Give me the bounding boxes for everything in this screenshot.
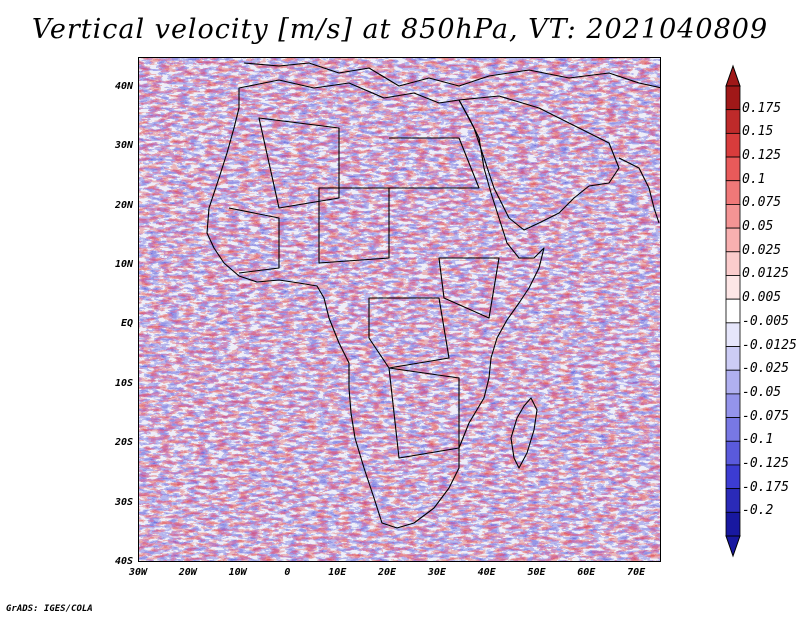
colorbar-swatch [725, 488, 741, 513]
colorbar-tick-label: -0.05 [742, 384, 782, 400]
lon-tick-label: 0 [284, 567, 291, 578]
lat-tick-label: 20N [114, 199, 133, 211]
lat-tick-label: 30S [114, 496, 133, 508]
colorbar-tick-label: -0.005 [742, 313, 789, 329]
colorbar-tick-label: 0.175 [742, 100, 782, 116]
colorbar-swatch [725, 298, 741, 324]
border-2 [258, 117, 340, 209]
border-5 [388, 367, 460, 459]
colorbar-tick-label: 0.125 [742, 148, 782, 164]
arabian-coastline [458, 95, 620, 231]
colorbar-swatch [725, 204, 741, 229]
lon-tick-label: 30E [427, 567, 446, 578]
colorbar-swatch [725, 275, 741, 300]
colorbar-swatch [725, 369, 741, 395]
border-3 [389, 137, 480, 189]
colorbar-swatch [725, 393, 741, 418]
lon-tick-label: 10W [228, 567, 247, 578]
colorbar-swatch [725, 180, 741, 205]
colorbar-swatch [725, 227, 741, 253]
colorbar-legend: 0.175 0.15 0.125 0.1 0.075 0.05 0.025 0.0125 0.0… [718, 60, 800, 560]
map-title: Vertical velocity [m/s] at 850hPa, VT: 2… [31, 14, 769, 45]
border-7 [438, 257, 500, 319]
colorbar-tick-label: 0.075 [742, 195, 782, 211]
colorbar-tick-label: -0.2 [742, 503, 774, 519]
colorbar-top-arrow [725, 64, 741, 87]
lat-tick-label: 10S [114, 377, 133, 389]
grads-credit: GrADS: IGES/COLA [6, 604, 93, 614]
colorbar-tick-label: -0.075 [742, 408, 789, 424]
india-coastline [618, 157, 660, 224]
colorbar-bottom-arrow [725, 535, 741, 558]
africa-coastline [206, 79, 545, 529]
lon-tick-label: 50E [527, 567, 546, 578]
colorbar-swatch [725, 346, 741, 371]
colorbar-swatch [725, 440, 741, 466]
lat-tick-label: 10N [114, 258, 133, 270]
border-1 [318, 187, 390, 264]
lon-tick-label: 20W [178, 567, 197, 578]
colorbar-swatch [725, 322, 741, 347]
colorbar-swatch [725, 132, 741, 158]
colorbar-swatch [725, 464, 741, 490]
lon-tick-label: 20E [378, 567, 397, 578]
lat-tick-label: EQ [120, 318, 133, 330]
lon-tick-label: 40E [477, 567, 496, 578]
lon-tick-label: 60E [577, 567, 596, 578]
lon-tick-label: 30W [128, 567, 148, 578]
lon-tick-label: 70E [627, 567, 646, 578]
colorbar-tick-label: 0.005 [742, 290, 782, 306]
border-4 [368, 297, 450, 369]
colorbar-tick-label: -0.025 [742, 361, 789, 377]
europe-coastline [243, 62, 660, 89]
vertical-velocity-field [139, 58, 660, 561]
lon-tick-label: 10E [328, 567, 347, 578]
colorbar-tick-label: -0.0125 [742, 337, 797, 353]
colorbar-tick-label: 0.15 [742, 124, 774, 140]
lat-tick-label: 40N [114, 80, 133, 92]
map-plot-area [138, 57, 661, 562]
colorbar-tick-label: 0.05 [742, 219, 774, 235]
colorbar-swatch [725, 417, 741, 442]
lat-tick-label: 40S [114, 556, 133, 567]
lat-tick-label: 20S [114, 437, 133, 449]
colorbar-tick-label: 0.0125 [742, 266, 789, 282]
colorbar-tick-label: -0.1 [742, 432, 774, 448]
colorbar-tick-label: -0.125 [742, 455, 789, 471]
colorbar-swatch [725, 251, 741, 276]
colorbar-swatch [725, 511, 741, 537]
border-6 [228, 207, 280, 274]
colorbar-swatch [725, 109, 741, 134]
colorbar-swatch [725, 156, 741, 182]
lat-tick-label: 30N [114, 140, 133, 152]
colorbar-tick-label: -0.175 [742, 479, 789, 495]
colorbar-swatch [725, 85, 741, 111]
colorbar-tick-label: 0.1 [742, 171, 766, 187]
colorbar-tick-label: 0.025 [742, 242, 782, 258]
madagascar-coastline [510, 397, 538, 469]
coastlines-and-borders [206, 62, 660, 529]
